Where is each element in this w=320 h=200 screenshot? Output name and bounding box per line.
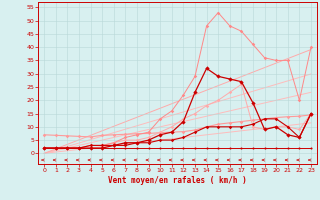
X-axis label: Vent moyen/en rafales ( km/h ): Vent moyen/en rafales ( km/h ) (108, 176, 247, 185)
